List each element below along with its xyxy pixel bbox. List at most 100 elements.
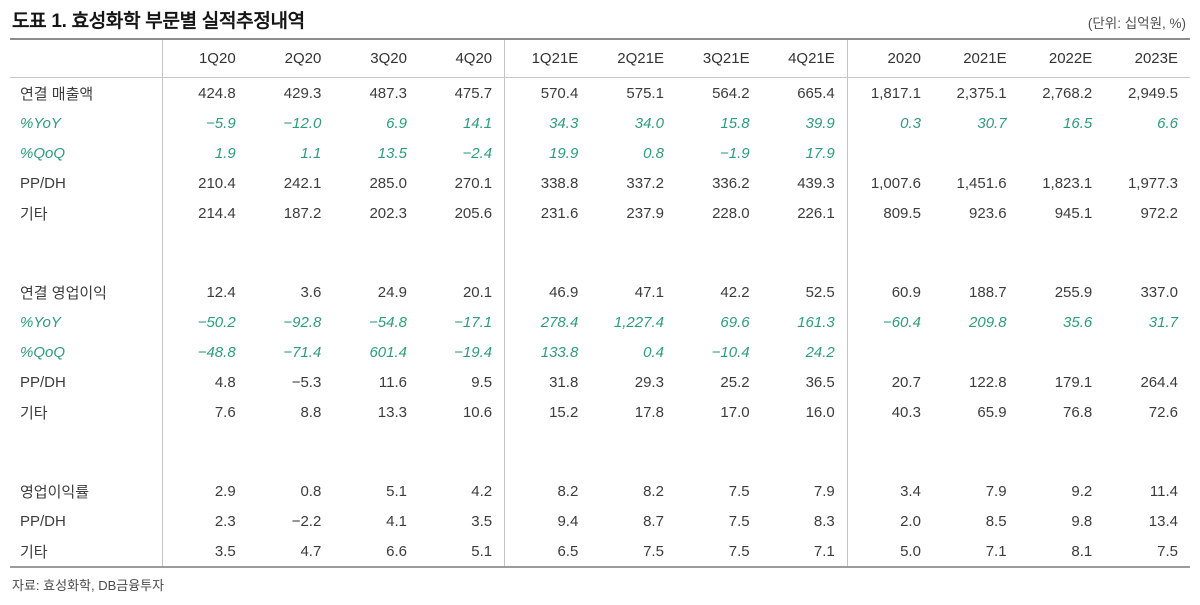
cell: 4.2 <box>418 476 506 506</box>
cell: 202.3 <box>369 204 407 222</box>
cell: 6.6 <box>1157 114 1178 132</box>
cell: 7.5 <box>1157 542 1178 560</box>
cell: 601.4 <box>369 343 407 361</box>
column-header: 2020 <box>847 39 933 78</box>
cell: 2,768.2 <box>1042 84 1093 102</box>
cell: 9.2 <box>1071 482 1093 500</box>
cell: −5.9 <box>206 114 236 132</box>
cell: −71.4 <box>283 343 322 361</box>
cell: 19.9 <box>549 144 579 162</box>
table-header-row: 1Q20 2Q20 3Q20 4Q20 1Q21E 2Q21E 3Q21E 4Q… <box>10 39 1190 78</box>
cell <box>847 337 933 367</box>
table-row: 기타 7.6 8.8 13.3 10.6 15.2 17.8 17.0 16.0 40.3 65.9… <box>10 397 1190 427</box>
cell: 226.1 <box>761 198 848 228</box>
cell: 338.8 <box>540 174 579 192</box>
cell: 564.2 <box>712 84 750 102</box>
cell: 42.2 <box>720 283 750 301</box>
cell: 255.9 <box>1054 283 1093 301</box>
cell: −17.1 <box>418 307 506 337</box>
cell: 65.9 <box>977 403 1007 421</box>
cell: −50.2 <box>197 313 236 331</box>
cell: 10.6 <box>418 397 506 427</box>
row-label: %YoY <box>10 108 163 138</box>
cell: 2.0 <box>900 512 921 530</box>
table-row: %YoY −5.9 −12.0 6.9 14.1 34.3 34.0 15.8 39.9 0.3 3… <box>10 108 1190 138</box>
cell: −1.9 <box>719 144 750 162</box>
cell: 575.1 <box>626 84 664 102</box>
cell: 7.5 <box>728 482 750 500</box>
cell: 8.1 <box>1071 542 1093 560</box>
cell <box>162 427 248 476</box>
cell: 8.2 <box>557 482 579 500</box>
cell: 8.8 <box>300 403 322 421</box>
cell: 439.3 <box>761 168 848 198</box>
cell: 1.1 <box>300 144 322 162</box>
cell <box>162 228 248 277</box>
cell <box>761 427 848 476</box>
cell: 4.8 <box>214 373 236 391</box>
cell <box>933 427 1019 476</box>
cell: 12.4 <box>206 283 236 301</box>
cell: 161.3 <box>761 307 848 337</box>
cell: 13.5 <box>377 144 407 162</box>
cell <box>1019 427 1105 476</box>
cell: 264.4 <box>1140 373 1178 391</box>
cell: −54.8 <box>369 313 407 331</box>
cell <box>1104 138 1190 168</box>
cell <box>847 427 933 476</box>
row-label: PP/DH <box>10 506 163 536</box>
cell: 16.5 <box>1063 114 1093 132</box>
row-label: 기타 <box>10 198 163 228</box>
row-label: PP/DH <box>10 367 163 397</box>
cell: 2,375.1 <box>956 84 1007 102</box>
cell: 5.1 <box>386 482 407 500</box>
cell: 7.1 <box>985 542 1007 560</box>
cell: 424.8 <box>198 84 236 102</box>
cell: 46.9 <box>549 283 579 301</box>
cell: 665.4 <box>761 77 848 108</box>
cell <box>418 228 506 277</box>
cell <box>761 228 848 277</box>
table-row: %QoQ 1.9 1.1 13.5 −2.4 19.9 0.8 −1.9 17.9 <box>10 138 1190 168</box>
cell <box>418 427 506 476</box>
cell: 72.6 <box>1148 403 1178 421</box>
cell: 8.7 <box>643 512 664 530</box>
cell <box>590 228 676 277</box>
cell: 429.3 <box>283 84 322 102</box>
table-row: %YoY −50.2 −92.8 −54.8 −17.1 278.4 1,227.4 69.6… <box>10 307 1190 337</box>
cell: 972.2 <box>1140 204 1178 222</box>
cell <box>1019 138 1105 168</box>
cell: 13.4 <box>1148 512 1178 530</box>
cell: −2.2 <box>291 512 322 530</box>
row-label <box>10 228 163 277</box>
cell: 17.8 <box>634 403 664 421</box>
report-header: 도표 1. 효성화학 부문별 실적추정내역 (단위: 십억원, %) <box>0 0 1200 38</box>
cell <box>505 427 591 476</box>
cell <box>676 427 762 476</box>
cell: 25.2 <box>720 373 750 391</box>
table-row: %QoQ −48.8 −71.4 601.4 −19.4 133.8 0.4 −10.4 24.… <box>10 337 1190 367</box>
column-header: 2023E <box>1104 39 1190 78</box>
cell: 8.5 <box>985 512 1007 530</box>
cell: 20.7 <box>891 373 921 391</box>
cell: 11.6 <box>378 373 407 391</box>
row-label: 연결 매출액 <box>10 77 163 108</box>
row-label <box>10 427 163 476</box>
cell: −19.4 <box>418 337 506 367</box>
cell <box>590 427 676 476</box>
cell: 923.6 <box>969 204 1007 222</box>
cell <box>333 228 419 277</box>
cell: 17.0 <box>720 403 750 421</box>
column-header: 3Q21E <box>675 39 762 78</box>
cell: 9.8 <box>1071 512 1093 530</box>
table-row: 연결 영업이익 12.4 3.6 24.9 20.1 46.9 47.1 42.2 52.5 60… <box>10 277 1190 307</box>
cell: −92.8 <box>283 313 322 331</box>
cell: 231.6 <box>540 204 579 222</box>
cell: 0.8 <box>300 482 322 500</box>
cell: 35.6 <box>1063 313 1093 331</box>
column-header: 1Q20 <box>162 39 248 78</box>
cell: 188.7 <box>969 283 1007 301</box>
cell: 1,823.1 <box>1042 174 1093 192</box>
row-label: %QoQ <box>10 138 163 168</box>
